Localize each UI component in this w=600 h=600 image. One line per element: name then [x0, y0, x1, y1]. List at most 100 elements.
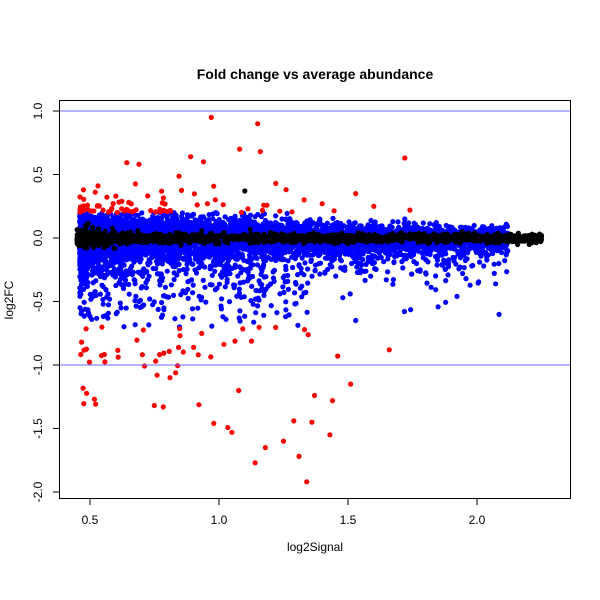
blue-point: [481, 263, 487, 269]
blue-point: [190, 282, 196, 288]
blue-point: [131, 277, 137, 283]
blue-point: [123, 305, 129, 311]
blue-point: [467, 282, 473, 288]
blue-point: [274, 310, 280, 316]
blue-point: [100, 301, 106, 307]
blue-point: [137, 304, 143, 310]
blue-point: [242, 220, 248, 226]
blue-point: [385, 256, 391, 262]
blue-point: [283, 299, 289, 305]
blue-point: [202, 284, 208, 290]
blue-point: [259, 268, 265, 274]
blue-point: [83, 267, 89, 273]
blue-point: [232, 282, 238, 288]
blue-point: [476, 279, 482, 285]
blue-point: [235, 273, 241, 279]
blue-point: [242, 313, 248, 319]
blue-point: [112, 274, 118, 280]
y-axis-label: log2FC: [2, 280, 16, 319]
blue-point: [180, 314, 186, 320]
blue-point: [279, 257, 285, 263]
blue-point: [293, 300, 299, 307]
blue-point: [261, 312, 267, 318]
blue-point: [200, 277, 206, 283]
blue-point: [195, 305, 201, 311]
blue-point: [304, 309, 310, 315]
blue-point: [312, 268, 318, 274]
blue-point: [114, 309, 120, 315]
blue-point: [423, 271, 429, 277]
blue-point: [408, 254, 414, 260]
blue-point: [314, 223, 321, 229]
blue-point: [219, 257, 226, 263]
blue-point: [213, 219, 219, 225]
blue-point: [282, 279, 288, 285]
blue-point: [80, 264, 86, 270]
blue-point: [408, 307, 414, 313]
blue-point: [103, 287, 109, 293]
blue-point: [270, 275, 277, 281]
blue-point: [100, 267, 106, 273]
blue-point: [408, 227, 414, 233]
blue-point: [185, 220, 191, 226]
blue-point: [190, 316, 196, 322]
blue-point: [268, 248, 274, 254]
blue-point: [403, 224, 409, 230]
blue-point: [97, 291, 103, 297]
blue-point: [299, 283, 305, 289]
blue-point: [89, 272, 95, 278]
blue-point: [183, 271, 189, 277]
blue-point: [238, 270, 244, 276]
blue-point: [285, 272, 291, 279]
blue-point: [317, 271, 323, 277]
blue-point: [471, 222, 477, 229]
blue-point: [267, 281, 274, 287]
blue-point: [198, 297, 204, 303]
blue-point: [168, 282, 174, 288]
blue-point: [496, 311, 502, 317]
blue-point: [81, 313, 87, 319]
blue-point: [190, 290, 196, 296]
blue-point: [212, 268, 218, 274]
blue-point: [132, 298, 138, 304]
blue-point: [188, 251, 194, 257]
blue-point: [143, 285, 149, 291]
blue-point: [277, 291, 283, 297]
blue-point: [445, 272, 451, 278]
blue-point: [330, 215, 336, 221]
blue-point: [391, 259, 397, 265]
blue-point: [385, 269, 391, 275]
blue-point: [85, 307, 91, 313]
blue-point: [283, 267, 289, 273]
blue-point: [435, 304, 441, 310]
blue-point: [373, 266, 379, 272]
blue-point: [439, 252, 445, 258]
blue-point: [94, 315, 100, 321]
blue-point: [220, 314, 226, 320]
blue-point: [293, 281, 299, 287]
blue-point: [433, 273, 439, 279]
blue-point: [363, 261, 369, 267]
blue-point: [325, 226, 331, 233]
blue-point: [251, 319, 257, 325]
blue-point: [122, 281, 128, 287]
blue-point: [171, 276, 177, 283]
blue-point: [493, 281, 499, 287]
blue-point: [401, 308, 407, 315]
blue-point: [491, 270, 497, 276]
blue-point: [457, 224, 463, 230]
blue-point: [113, 282, 119, 289]
blue-point: [503, 221, 509, 227]
points-layer: [74, 114, 545, 485]
blue-point: [258, 214, 265, 220]
blue-point: [420, 220, 426, 226]
blue-point: [346, 219, 352, 225]
blue-point: [179, 210, 185, 216]
blue-point: [164, 268, 170, 274]
blue-point: [481, 224, 487, 230]
blue-point: [402, 216, 408, 222]
blue-point: [309, 273, 315, 279]
blue-point: [347, 291, 353, 297]
blue-point: [185, 295, 191, 301]
